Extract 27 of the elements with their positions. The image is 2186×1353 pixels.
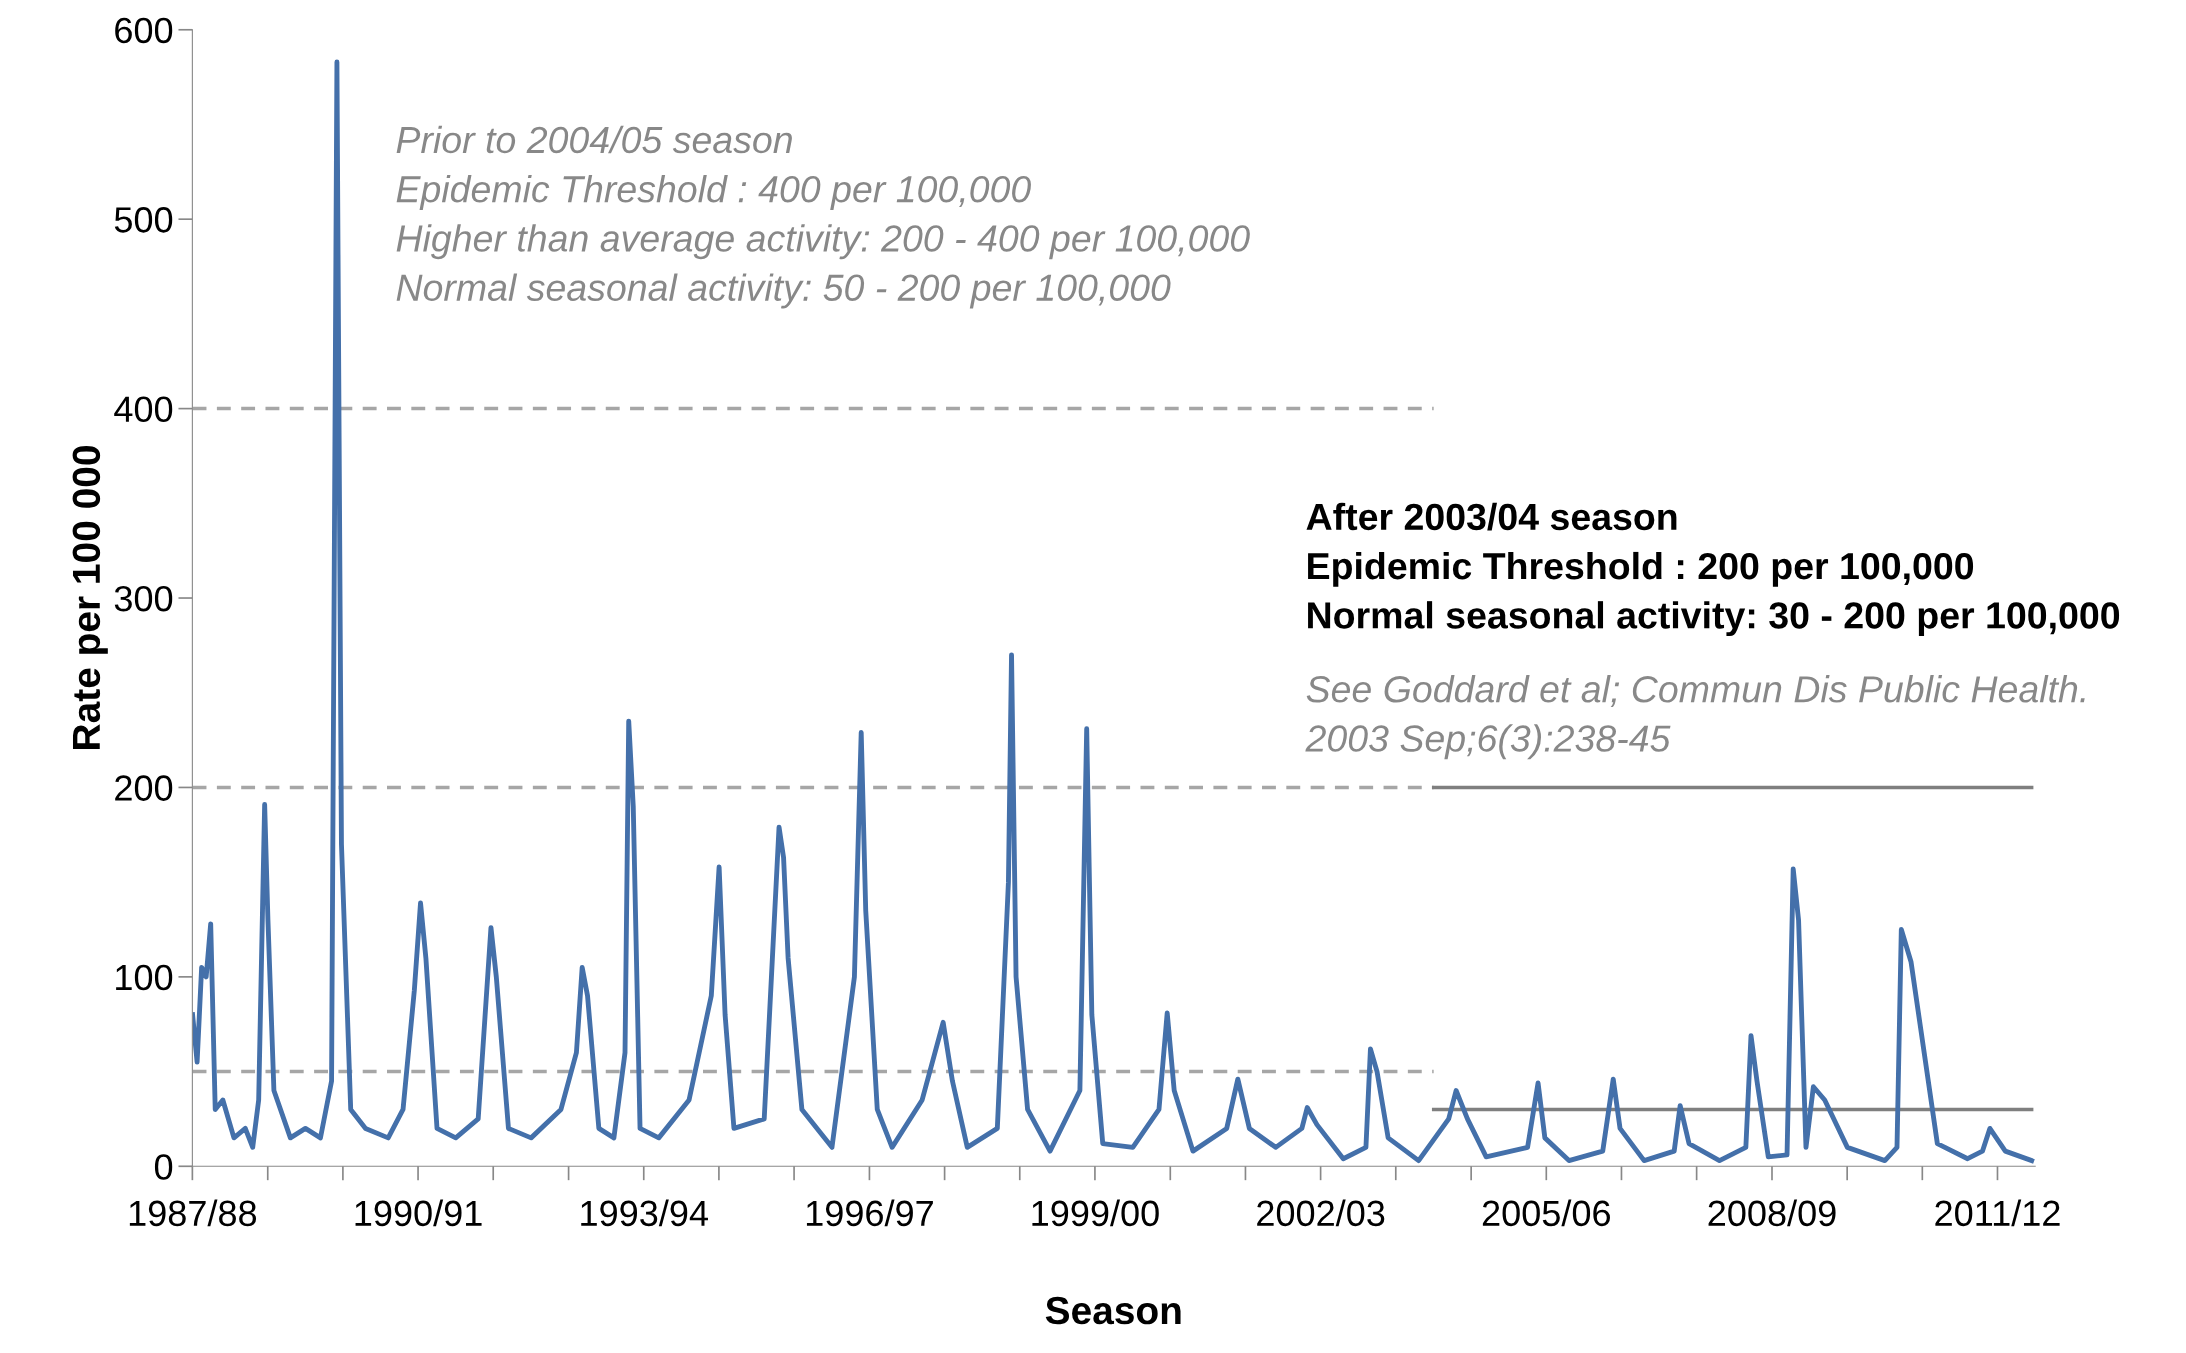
annotation: Higher than average activity: 200 - 400 per 100,000 bbox=[396, 224, 1250, 260]
x-tick-label: 1987/88 bbox=[129, 1199, 257, 1227]
annotation: Normal seasonal activity: 50 - 200 per 100,000 bbox=[396, 273, 1171, 309]
x-tick-label: 2005/06 bbox=[1482, 1199, 1610, 1227]
x-tick-label: 2011/12 bbox=[1935, 1199, 2060, 1227]
y-axis-title: Rate per 100 000 bbox=[72, 446, 108, 749]
x-tick-label: 1996/97 bbox=[806, 1199, 933, 1227]
x-tick-label: 1999/00 bbox=[1032, 1199, 1159, 1227]
y-tick-label: 300 bbox=[114, 585, 173, 612]
annotation: Epidemic Threshold : 200 per 100,000 bbox=[1308, 551, 1974, 587]
x-tick-label: 1993/94 bbox=[581, 1199, 708, 1227]
annotation: Prior to 2004/05 season bbox=[396, 125, 792, 154]
y-tick-label: 100 bbox=[116, 964, 173, 991]
annotation: Normal seasonal activity: 30 - 200 per 100,000 bbox=[1308, 601, 2120, 637]
y-tick-label: 600 bbox=[115, 17, 173, 44]
x-tick-label: 2008/09 bbox=[1708, 1199, 1836, 1227]
annotation: Epidemic Threshold : 400 per 100,000 bbox=[396, 174, 1031, 210]
annotation: 2003 Sep;6(3):238-45 bbox=[1305, 724, 1671, 760]
y-tick-label: 200 bbox=[115, 775, 173, 801]
y-tick-label: 400 bbox=[114, 396, 173, 423]
x-tick-label: 2002/03 bbox=[1257, 1199, 1385, 1227]
y-tick-label: 0 bbox=[154, 1154, 173, 1180]
y-tick-label: 500 bbox=[114, 207, 173, 233]
x-axis-title: Season bbox=[1045, 1296, 1181, 1325]
annotation: After 2003/04 season bbox=[1306, 502, 1677, 531]
x-tick-label: 1990/91 bbox=[355, 1199, 482, 1227]
annotation: See Goddard et al; Commun Dis Public Health. bbox=[1306, 675, 2085, 708]
